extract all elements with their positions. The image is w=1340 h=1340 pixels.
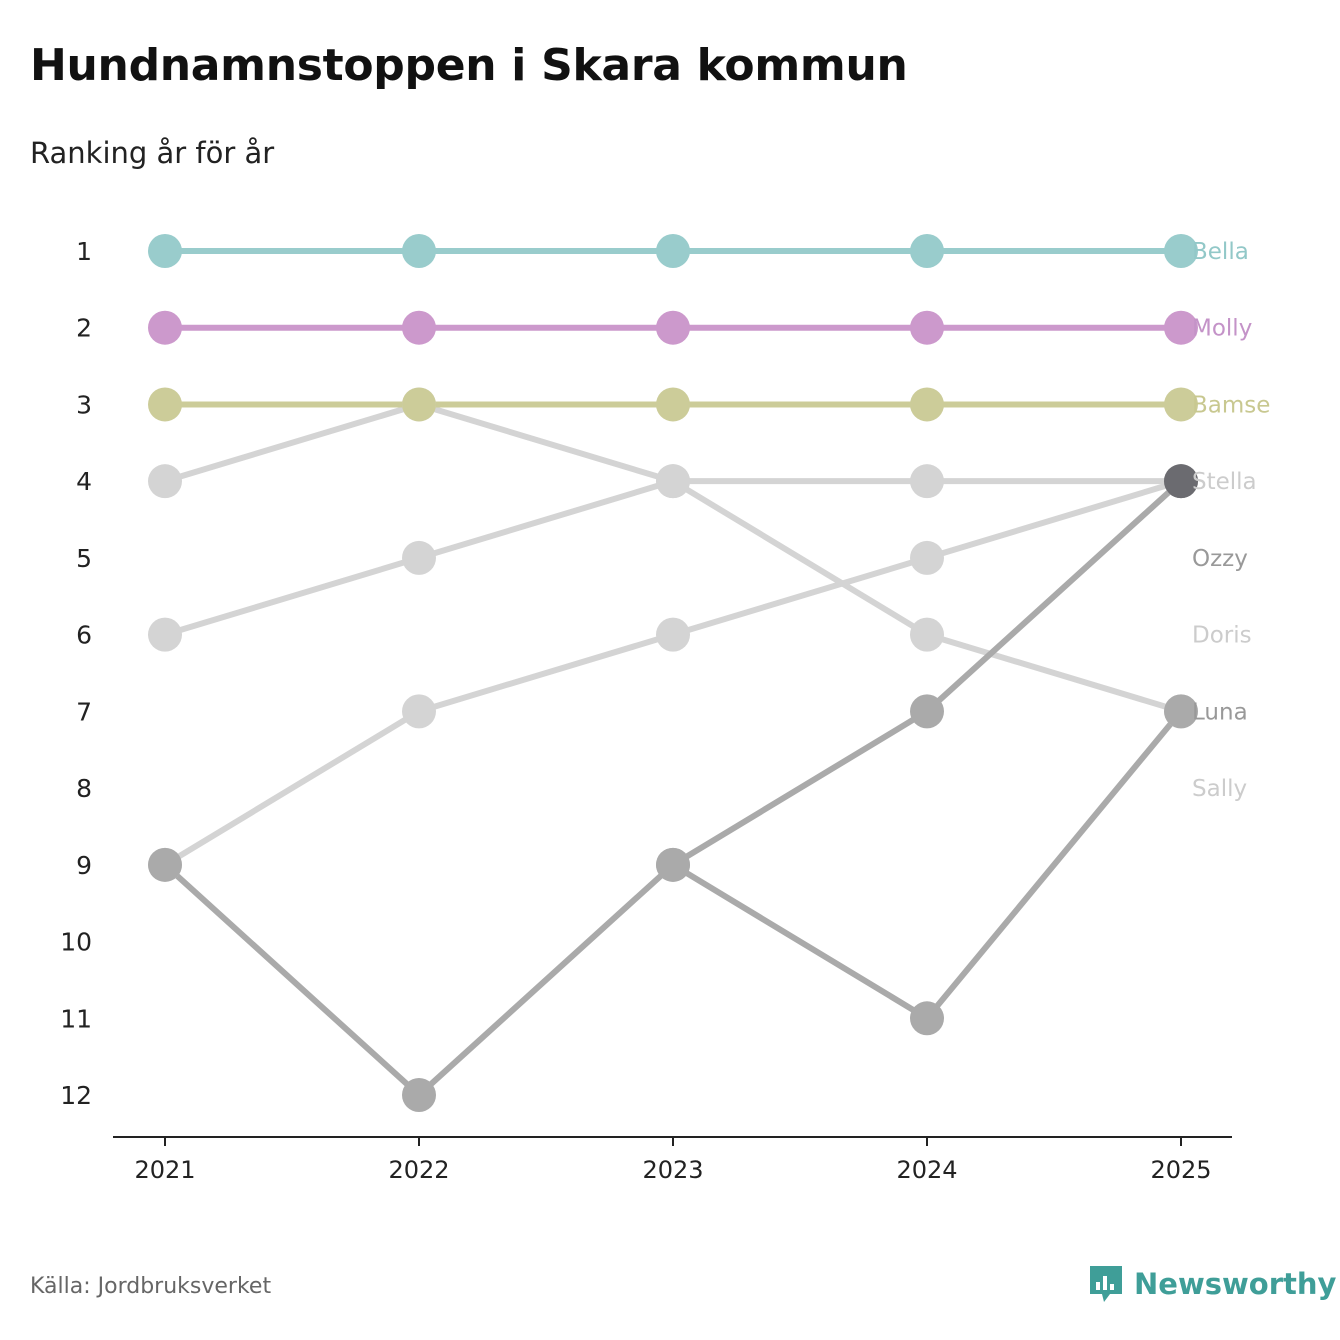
data-point-ozzy	[656, 847, 690, 882]
data-point-sally	[402, 694, 436, 729]
chart-title: Hundnamnstoppen i Skara kommun	[30, 40, 908, 91]
y-tick-label: 3	[76, 390, 92, 419]
series-line-doris	[162, 478, 1184, 638]
data-point-doris	[148, 617, 182, 652]
bar-chart-speech-bubble-icon	[1090, 1266, 1122, 1302]
y-tick-label: 9	[76, 851, 92, 880]
data-point-molly	[910, 310, 944, 345]
data-point-bamse	[148, 387, 182, 422]
x-tick-label: 2021	[134, 1156, 195, 1184]
source-note: Källa: Jordbruksverket	[30, 1274, 272, 1299]
end-label-doris: Doris	[1192, 623, 1252, 649]
series-line-stella	[162, 401, 1184, 715]
y-tick-label: 2	[76, 314, 92, 343]
y-tick-label: 11	[60, 1004, 92, 1033]
data-point-luna	[910, 1001, 944, 1036]
x-tick-label: 2025	[1150, 1156, 1211, 1184]
chart-subtitle: Ranking år för år	[30, 136, 275, 170]
data-point-bella	[148, 234, 182, 268]
data-point-ozzy	[910, 694, 944, 729]
highlight-point-ozzy	[1164, 464, 1198, 499]
x-tick-label: 2022	[388, 1156, 449, 1184]
end-label-sally: Sally	[1192, 776, 1247, 802]
data-point-molly	[148, 310, 182, 345]
data-point-bella	[402, 234, 436, 268]
end-label-bamse: Bamse	[1192, 392, 1270, 418]
data-point-doris	[910, 464, 944, 499]
data-point-stella	[910, 617, 944, 652]
brand-name: Newsworthy	[1134, 1267, 1337, 1301]
data-point-sally	[656, 617, 690, 652]
end-label-luna: Luna	[1192, 699, 1248, 725]
data-point-bella	[910, 234, 944, 268]
data-point-sally	[910, 540, 944, 575]
y-tick-label: 8	[76, 774, 92, 803]
end-label-bella: Bella	[1192, 239, 1249, 265]
data-point-bamse	[402, 387, 436, 422]
x-tick-label: 2023	[642, 1156, 703, 1184]
data-point-molly	[1164, 310, 1198, 345]
data-point-bella	[1164, 234, 1198, 268]
y-tick-label: 10	[60, 928, 92, 957]
y-tick-label: 12	[60, 1081, 92, 1110]
data-point-luna	[148, 847, 182, 882]
data-point-luna	[1164, 694, 1198, 729]
data-point-molly	[656, 310, 690, 345]
end-label-stella: Stella	[1192, 469, 1257, 495]
data-point-stella	[656, 464, 690, 499]
data-point-molly	[402, 310, 436, 345]
y-tick-label: 4	[76, 467, 92, 496]
y-tick-label: 6	[76, 621, 92, 650]
data-point-doris	[402, 540, 436, 575]
end-label-molly: Molly	[1192, 316, 1252, 342]
data-point-luna	[402, 1078, 436, 1112]
end-label-ozzy: Ozzy	[1192, 546, 1248, 572]
series-line-sally	[162, 478, 1184, 868]
data-point-bella	[656, 234, 690, 268]
brand-logo[interactable]: Newsworthy	[1088, 1264, 1336, 1304]
data-point-bamse	[656, 387, 690, 422]
y-tick-label: 5	[76, 544, 92, 573]
data-point-bamse	[910, 387, 944, 422]
data-point-bamse	[1164, 387, 1198, 422]
series-line-luna	[162, 708, 1184, 1098]
x-tick-label: 2024	[896, 1156, 957, 1184]
y-tick-label: 1	[76, 237, 92, 266]
y-tick-label: 7	[76, 697, 92, 726]
data-point-stella	[148, 464, 182, 499]
